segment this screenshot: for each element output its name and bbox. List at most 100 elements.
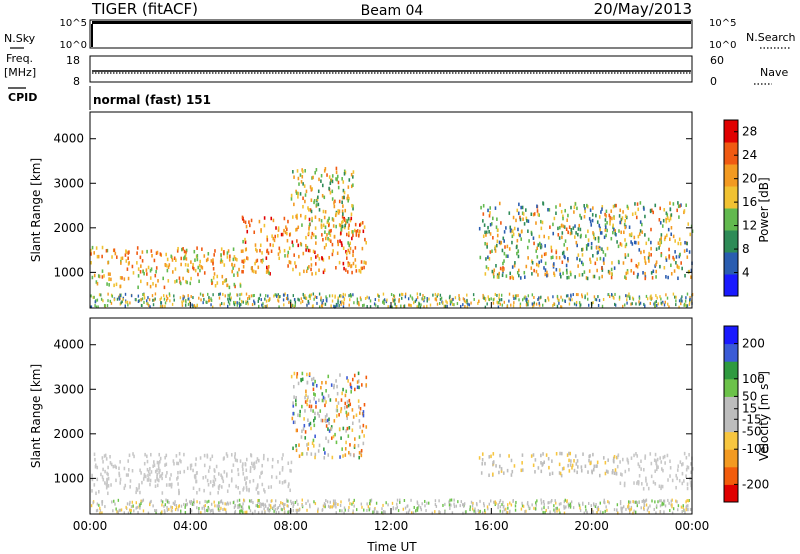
scatter-cell (584, 464, 587, 468)
scatter-cell (173, 256, 176, 260)
scatter-cell (501, 303, 504, 307)
scatter-cell (338, 413, 340, 417)
scatter-cell (124, 304, 126, 308)
scatter-cell (178, 488, 180, 493)
scatter-cell (626, 270, 629, 275)
scatter-cell (298, 298, 300, 302)
scatter-cell (560, 209, 563, 214)
scatter-cell (620, 506, 622, 510)
scatter-cell (468, 303, 471, 307)
scatter-cell (662, 300, 664, 304)
scatter-cell (312, 292, 315, 296)
scatter-cell (222, 292, 224, 296)
scatter-cell (539, 219, 542, 224)
scatter-cell (597, 295, 599, 299)
scatter-cell (344, 223, 346, 228)
scatter-cell (637, 234, 640, 239)
scatter-cell (500, 469, 503, 473)
scatter-cell (258, 505, 261, 509)
scatter-cell (635, 500, 637, 504)
scatter-cell (256, 484, 259, 488)
scatter-cell (248, 220, 250, 224)
scatter-cell (306, 508, 308, 512)
scatter-cell (520, 507, 523, 511)
scatter-cell (538, 234, 541, 239)
scatter-cell (275, 294, 278, 298)
scatter-cell (301, 223, 303, 227)
scatter-cell (199, 268, 201, 273)
scatter-cell (578, 223, 581, 228)
scatter-cell (335, 408, 338, 413)
scatter-cell (569, 451, 572, 456)
scatter-cell (112, 509, 114, 513)
scatter-cell (596, 460, 599, 465)
scatter-cell (685, 304, 688, 308)
scatter-cell (312, 233, 315, 237)
scatter-cell (277, 298, 279, 302)
scatter-cell (418, 504, 420, 508)
scatter-cell (107, 472, 109, 477)
scatter-cell (101, 511, 103, 515)
scatter-cell (253, 230, 256, 234)
scatter-cell (187, 294, 189, 298)
scatter-cell (234, 284, 236, 289)
scatter-cell (106, 282, 108, 286)
scatter-cell (353, 504, 355, 508)
scatter-cell (539, 245, 542, 250)
scatter-cell (219, 509, 221, 513)
scatter-cell (292, 420, 295, 425)
scatter-cell (341, 220, 343, 225)
scatter-cell (96, 298, 99, 302)
scatter-cell (294, 500, 297, 504)
scatter-cell (293, 202, 295, 207)
scatter-cell (161, 500, 164, 504)
scatter-cell (333, 201, 335, 205)
scatter-cell (288, 233, 291, 237)
scatter-cell (280, 501, 282, 505)
scatter-cell (277, 506, 279, 510)
scatter-cell (200, 511, 202, 515)
scatter-cell (659, 504, 662, 508)
scatter-cell (135, 486, 138, 491)
scatter-cell (119, 276, 122, 280)
scatter-cell (351, 203, 353, 208)
scatter-cell (575, 231, 577, 235)
scatter-cell (497, 503, 499, 507)
scatter-cell (565, 227, 568, 232)
scatter-cell (589, 219, 592, 224)
scatter-cell (208, 507, 210, 511)
scatter-cell (669, 508, 671, 512)
scatter-cell (310, 209, 313, 214)
scatter-cell (150, 267, 153, 271)
scatter-cell (683, 508, 685, 512)
scatter-cell (111, 500, 113, 504)
scatter-cell (228, 258, 231, 262)
scatter-cell (157, 279, 159, 283)
scatter-cell (255, 247, 257, 252)
scatter-cell (574, 275, 576, 279)
scatter-cell (602, 297, 605, 301)
scatter-cell (347, 194, 349, 198)
scatter-cell (257, 511, 260, 515)
scatter-cell (655, 247, 658, 251)
scatter-cell (588, 501, 590, 505)
scatter-cell (667, 227, 670, 232)
scatter-cell (303, 184, 306, 188)
scatter-cell (192, 486, 195, 491)
scatter-cell (604, 471, 607, 476)
scatter-cell (198, 296, 200, 300)
scatter-cell (524, 510, 526, 514)
scatter-cell (236, 499, 239, 503)
scatter-cell (308, 208, 310, 212)
scatter-cell (611, 470, 614, 475)
scatter-cell (106, 484, 109, 488)
scatter-cell (620, 217, 623, 222)
scatter-cell (314, 393, 316, 397)
scatter-cell (210, 298, 213, 302)
scatter-cell (220, 247, 223, 251)
scatter-cell (171, 506, 174, 510)
scatter-cell (426, 501, 428, 505)
scatter-cell (583, 214, 586, 219)
scatter-cell (533, 303, 535, 307)
scatter-cell (583, 204, 586, 208)
